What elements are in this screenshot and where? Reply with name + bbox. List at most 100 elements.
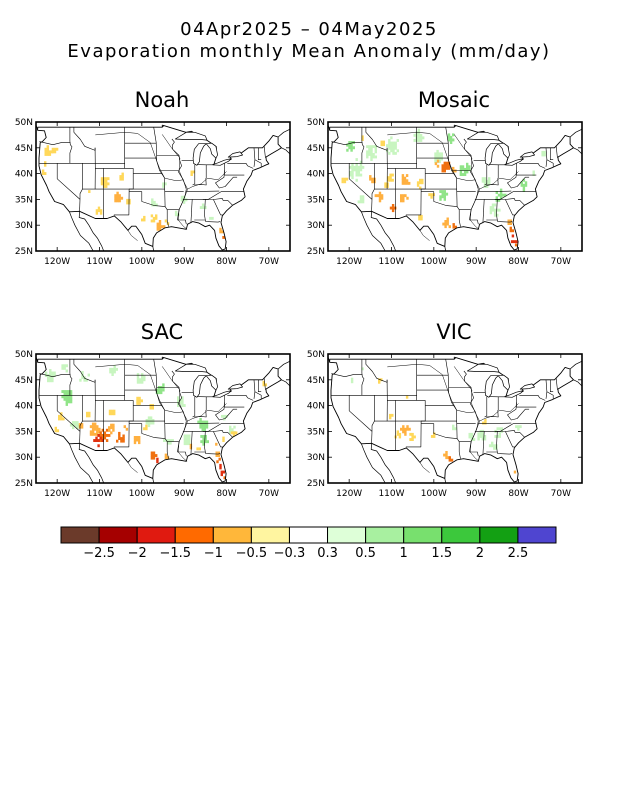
state-border [39, 373, 71, 378]
lat-label: 50N [15, 350, 33, 360]
state-border [365, 359, 388, 383]
state-border [445, 127, 461, 227]
river [453, 134, 480, 230]
lon-label: 110W [378, 257, 404, 267]
panel-vic: VIC 50N 45N 40N 35N 30N 25N 120W 110W 100W 90W 80W… [292, 320, 583, 500]
colorbar-label: 0.3 [317, 546, 338, 561]
river [479, 403, 519, 422]
colorbar-label: −0.5 [236, 546, 268, 561]
map-borders [328, 356, 582, 483]
state-border [190, 199, 193, 224]
lon-label: 80W [508, 489, 528, 499]
state-border [365, 127, 388, 151]
colorbar-swatch [441, 526, 481, 544]
state-border [205, 451, 221, 455]
lat-label: 25N [15, 479, 33, 489]
state-border [213, 199, 223, 216]
state-border [505, 199, 515, 216]
coastline [329, 125, 574, 251]
lon-label: 80W [216, 257, 236, 267]
river [479, 171, 519, 190]
state-border [205, 219, 221, 223]
lon-label: 120W [336, 489, 362, 499]
colorbar-swatch [517, 526, 557, 544]
state-border [182, 191, 244, 200]
state-border [56, 395, 81, 432]
river [187, 403, 227, 422]
state-border [555, 146, 558, 158]
state-border [73, 359, 96, 383]
lat-label: 45N [307, 376, 325, 386]
state-border [516, 395, 537, 408]
lon-label: 70W [259, 489, 279, 499]
state-border [227, 162, 254, 169]
map-vic: 50N 45N 40N 35N 30N 25N 120W 110W 100W 90W 80W 70W [307, 350, 583, 499]
state-border [213, 431, 223, 448]
river [187, 171, 227, 190]
state-border [497, 451, 513, 455]
state-border [405, 405, 426, 448]
state-border [171, 138, 180, 156]
lat-label: 40N [307, 170, 325, 180]
river [453, 366, 480, 462]
great-lake [503, 158, 524, 166]
map-noah: 50N 45N 40N 35N 30N 25N 120W 110W 100W 90W 80W 70W [15, 118, 291, 267]
state-border [263, 378, 266, 390]
state-border [95, 168, 134, 174]
state-border [69, 127, 73, 164]
state-border [202, 430, 233, 438]
coastline [37, 125, 282, 251]
colorbar-legend: −2.5 −2 −1.5 −1 −0.5 −0.3 0.3 0.5 1 1.5 2 2.5 [60, 526, 557, 561]
colorbar-swatch [327, 526, 367, 544]
map-frame [35, 121, 291, 252]
colorbar-swatch [403, 526, 443, 544]
state-border [519, 394, 546, 401]
colorbar-swatch [365, 526, 405, 544]
anomaly-field [44, 364, 267, 480]
colorbar-label: −2.5 [83, 546, 115, 561]
state-border [463, 138, 472, 156]
lat-label: 30N [15, 453, 33, 463]
lat-label: 35N [15, 195, 33, 205]
state-border [361, 127, 365, 164]
state-border [484, 396, 488, 418]
state-border [507, 170, 530, 189]
lat-label: 35N [15, 427, 33, 437]
lat-label: 30N [307, 453, 325, 463]
state-border [177, 219, 187, 225]
lon-label: 90W [466, 257, 486, 267]
state-border [186, 422, 220, 424]
lon-label: 120W [44, 257, 70, 267]
lon-label: 90W [466, 489, 486, 499]
coastline [329, 357, 574, 483]
state-border [507, 402, 530, 421]
state-border [505, 431, 515, 448]
state-border [555, 378, 558, 390]
great-lake [205, 142, 218, 159]
state-border [227, 394, 254, 401]
state-border [484, 164, 488, 186]
state-border [171, 370, 180, 388]
state-border [421, 191, 458, 207]
great-lake [466, 131, 500, 141]
great-lake [519, 151, 535, 158]
lat-label: 45N [15, 376, 33, 386]
state-border [474, 191, 536, 200]
state-border [192, 396, 196, 418]
colorbar-swatch [98, 526, 138, 544]
panel-title-noah: Noah [134, 88, 190, 112]
map-borders [36, 124, 290, 251]
state-border [474, 423, 536, 432]
panel-title-mosaic: Mosaic [417, 88, 491, 112]
state-border [469, 219, 479, 225]
lat-label: 35N [307, 195, 325, 205]
lat-label: 40N [15, 170, 33, 180]
great-lake [466, 363, 500, 373]
lat-label: 50N [307, 350, 325, 360]
lon-label: 100W [129, 257, 155, 267]
lon-label: 80W [216, 489, 236, 499]
state-border [546, 159, 554, 167]
state-border [348, 395, 373, 432]
lon-label: 70W [259, 257, 279, 267]
state-border [497, 219, 513, 223]
